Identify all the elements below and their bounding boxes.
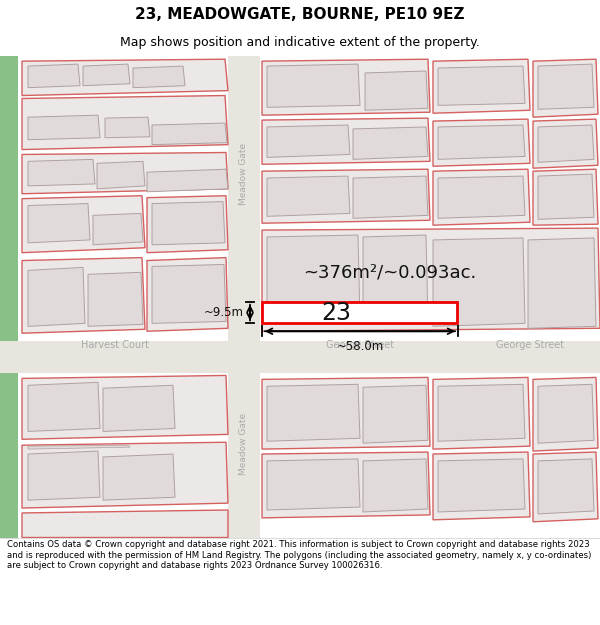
Polygon shape (267, 459, 360, 510)
Polygon shape (267, 384, 360, 441)
Text: Map shows position and indicative extent of the property.: Map shows position and indicative extent… (120, 36, 480, 49)
Polygon shape (267, 235, 360, 323)
Polygon shape (433, 119, 530, 166)
Polygon shape (88, 272, 143, 326)
Polygon shape (262, 452, 430, 518)
Polygon shape (147, 196, 228, 252)
Polygon shape (28, 64, 80, 88)
Polygon shape (152, 202, 225, 245)
Polygon shape (262, 169, 430, 223)
Polygon shape (262, 59, 430, 115)
Polygon shape (103, 454, 175, 500)
Polygon shape (28, 115, 100, 140)
Polygon shape (93, 213, 143, 245)
Polygon shape (267, 64, 360, 108)
Text: Meadow Gate: Meadow Gate (239, 413, 248, 475)
Polygon shape (83, 64, 130, 86)
Polygon shape (363, 385, 428, 443)
Polygon shape (533, 169, 598, 225)
Bar (228, 56, 260, 538)
Polygon shape (22, 442, 228, 508)
Polygon shape (433, 169, 530, 225)
Text: ~58.0m: ~58.0m (337, 340, 383, 353)
Text: Harvest Court: Harvest Court (81, 340, 149, 350)
Text: Contains OS data © Crown copyright and database right 2021. This information is : Contains OS data © Crown copyright and d… (7, 540, 592, 570)
Polygon shape (363, 235, 428, 323)
Text: 23: 23 (321, 301, 351, 324)
Polygon shape (438, 176, 525, 218)
Polygon shape (262, 228, 600, 331)
Polygon shape (262, 378, 430, 449)
Polygon shape (353, 176, 428, 218)
Polygon shape (438, 66, 525, 106)
Polygon shape (28, 268, 85, 326)
Polygon shape (365, 71, 428, 110)
Polygon shape (105, 117, 150, 138)
Polygon shape (538, 64, 594, 109)
Polygon shape (533, 452, 598, 522)
Text: ~9.5m: ~9.5m (204, 306, 244, 319)
Polygon shape (28, 159, 95, 186)
Polygon shape (22, 152, 228, 194)
Polygon shape (538, 459, 594, 514)
Polygon shape (267, 176, 350, 216)
Polygon shape (152, 264, 226, 323)
Polygon shape (152, 123, 227, 144)
Text: Meadow Gate: Meadow Gate (239, 143, 248, 205)
Polygon shape (22, 59, 228, 96)
Text: George Street: George Street (326, 340, 394, 350)
Polygon shape (433, 59, 530, 113)
Polygon shape (438, 384, 525, 441)
Polygon shape (353, 127, 428, 159)
Polygon shape (28, 445, 130, 449)
Polygon shape (433, 238, 525, 326)
Text: George Street: George Street (496, 340, 564, 350)
Polygon shape (22, 510, 228, 538)
Polygon shape (267, 125, 350, 158)
Polygon shape (533, 378, 598, 451)
Polygon shape (533, 59, 598, 117)
Polygon shape (133, 66, 185, 88)
Polygon shape (433, 452, 530, 520)
Polygon shape (433, 378, 530, 449)
Polygon shape (28, 382, 100, 431)
Polygon shape (22, 258, 145, 333)
Polygon shape (438, 125, 525, 159)
Bar (0, 341, 600, 372)
Text: ~376m²/~0.093ac.: ~376m²/~0.093ac. (304, 263, 476, 281)
Text: 23, MEADOWGATE, BOURNE, PE10 9EZ: 23, MEADOWGATE, BOURNE, PE10 9EZ (135, 6, 465, 21)
Polygon shape (538, 384, 594, 443)
Bar (0, 56, 18, 538)
Polygon shape (147, 169, 228, 192)
Polygon shape (97, 161, 145, 189)
Polygon shape (22, 376, 228, 439)
Bar (262, 302, 457, 323)
Polygon shape (147, 258, 228, 331)
Polygon shape (28, 204, 90, 243)
Polygon shape (533, 119, 598, 168)
Polygon shape (22, 196, 145, 252)
Polygon shape (438, 459, 525, 512)
Polygon shape (528, 238, 596, 328)
Polygon shape (363, 459, 428, 512)
Polygon shape (262, 118, 430, 164)
Polygon shape (28, 451, 100, 500)
Polygon shape (103, 385, 175, 431)
Polygon shape (22, 96, 228, 149)
Polygon shape (538, 125, 594, 162)
Polygon shape (538, 174, 594, 219)
